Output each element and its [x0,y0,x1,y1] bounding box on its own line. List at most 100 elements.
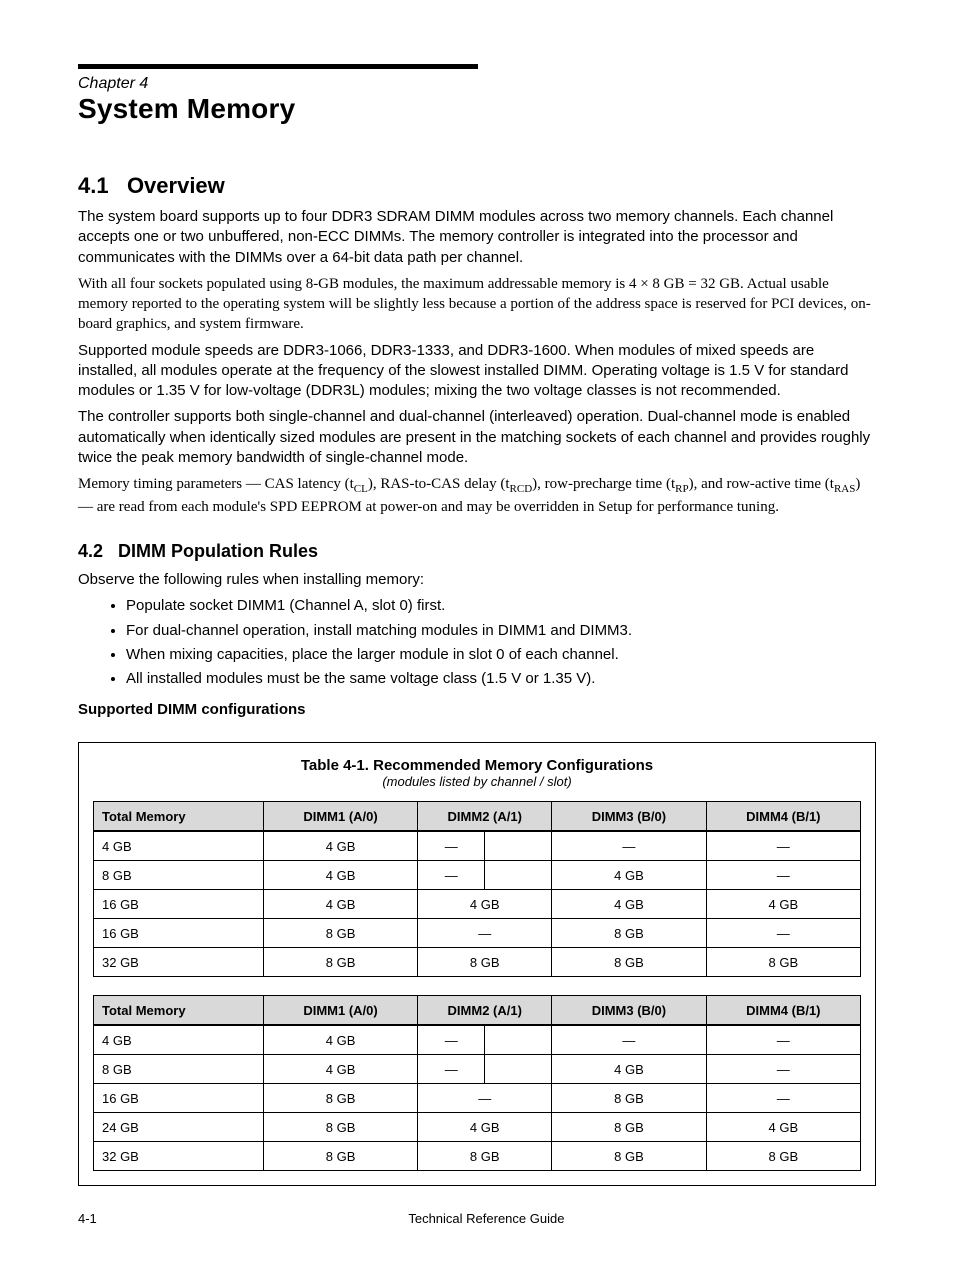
table-row: 16 GB8 GB—8 GB— [94,1084,861,1113]
table-cell [485,831,552,861]
table-title: Table 4-1. Recommended Memory Configurat… [93,757,861,774]
col-dimm1: DIMM1 (A/0) [263,996,417,1026]
table-cell: 4 GB [706,1113,860,1142]
para-math: With all four sockets populated using 8-… [78,274,876,335]
table-cell: — [706,861,860,890]
section-title: Overview [127,173,225,198]
table-cell: 4 GB [552,861,706,890]
para: Supported module speeds are DDR3-1066, D… [78,341,876,402]
col-dimm4: DIMM4 (B/1) [706,996,860,1026]
table-row: 8 GB4 GB—4 GB— [94,1055,861,1084]
col-dimm1: DIMM1 (A/0) [263,802,417,832]
col-dimm2: DIMM2 (A/1) [418,996,552,1026]
section-4-2-heading: 4.2 DIMM Population Rules [78,541,876,562]
table-row: 8 GB4 GB—4 GB— [94,861,861,890]
para: Memory timing parameters — CAS latency (… [78,474,876,517]
col-total: Total Memory [94,802,264,832]
config-table-lowvoltage: Total Memory DIMM1 (A/0) DIMM2 (A/1) DIM… [93,995,861,1171]
table-cell: — [418,861,485,890]
table-cell: — [706,919,860,948]
table-row: 4 GB4 GB——— [94,1025,861,1055]
table-cell: 8 GB [418,1142,552,1171]
table-cell: 8 GB [263,919,417,948]
table-cell: 4 GB [706,890,860,919]
table-cell: — [706,1084,860,1113]
config-table-standard: Total Memory DIMM1 (A/0) DIMM2 (A/1) DIM… [93,801,861,977]
table-cell: 4 GB [94,831,264,861]
table-row: 32 GB8 GB8 GB8 GB8 GB [94,948,861,977]
table-cell: 4 GB [418,890,552,919]
page-number: 4-1 [78,1211,97,1226]
table-cell: 4 GB [263,890,417,919]
table-cell: — [552,1025,706,1055]
table-cell [485,1055,552,1084]
table-cell: 24 GB [94,1113,264,1142]
col-dimm3: DIMM3 (B/0) [552,802,706,832]
col-dimm2: DIMM2 (A/1) [418,802,552,832]
table-cell: 4 GB [94,1025,264,1055]
col-dimm4: DIMM4 (B/1) [706,802,860,832]
table-row: 24 GB8 GB4 GB8 GB4 GB [94,1113,861,1142]
config-table-box: Table 4-1. Recommended Memory Configurat… [78,742,876,1186]
table-cell: 4 GB [263,1055,417,1084]
table-cell: 32 GB [94,1142,264,1171]
table-cell: — [706,831,860,861]
table-cell: — [706,1025,860,1055]
table-cell: — [418,1055,485,1084]
table-subtitle: (modules listed by channel / slot) [93,774,861,789]
section-number: 4.2 [78,541,103,561]
section-4-2-intro: Observe the following rules when install… [78,570,876,590]
para-text: With all four sockets populated using 8-… [78,276,871,333]
title-rule [78,64,478,69]
table-cell: 16 GB [94,919,264,948]
table-cell: — [706,1055,860,1084]
table-cell [485,861,552,890]
table-cell: 8 GB [552,948,706,977]
table-header-row: Total Memory DIMM1 (A/0) DIMM2 (A/1) DIM… [94,802,861,832]
table-cell: 32 GB [94,948,264,977]
table-cell: — [418,919,552,948]
table-cell: 8 GB [418,948,552,977]
page-footer: 4-1 Technical Reference Guide [78,1211,876,1226]
table-cell: 4 GB [263,831,417,861]
table-cell: 8 GB [552,1113,706,1142]
list-item: For dual-channel operation, install matc… [126,621,876,641]
table-cell: 4 GB [552,1055,706,1084]
table-cell: — [418,1084,552,1113]
table-row: 4 GB4 GB——— [94,831,861,861]
section-number: 4.1 [78,173,109,198]
table-cell: — [552,831,706,861]
table-cell: 8 GB [263,1084,417,1113]
page: Chapter 4 System Memory 4.1 Overview The… [0,0,954,1274]
table-cell: 4 GB [263,1025,417,1055]
col-total: Total Memory [94,996,264,1026]
chapter-label: Chapter 4 [78,75,876,93]
table-cell: 16 GB [94,1084,264,1113]
table-cell: 8 GB [263,1113,417,1142]
table-cell: 16 GB [94,890,264,919]
table-cell: 8 GB [552,919,706,948]
table-cell: 8 GB [94,1055,264,1084]
table-cell: 8 GB [552,1142,706,1171]
table-cell [485,1025,552,1055]
table-cell: 8 GB [94,861,264,890]
table-cell: — [418,1025,485,1055]
para: The system board supports up to four DDR… [78,207,876,268]
table-cell: 4 GB [552,890,706,919]
table-row: 32 GB8 GB8 GB8 GB8 GB [94,1142,861,1171]
table-cell: 8 GB [706,948,860,977]
table-cell: 8 GB [263,948,417,977]
table-cell: 8 GB [263,1142,417,1171]
col-dimm3: DIMM3 (B/0) [552,996,706,1026]
table-cell: 8 GB [552,1084,706,1113]
table-cell: 4 GB [263,861,417,890]
list-item: When mixing capacities, place the larger… [126,645,876,665]
section-title: DIMM Population Rules [118,541,318,561]
table-row: 16 GB8 GB—8 GB— [94,919,861,948]
table-header-row: Total Memory DIMM1 (A/0) DIMM2 (A/1) DIM… [94,996,861,1026]
table-row: 16 GB4 GB4 GB4 GB4 GB [94,890,861,919]
table-cell: 4 GB [418,1113,552,1142]
section-4-1-heading: 4.1 Overview [78,173,876,199]
population-rules-list: Populate socket DIMM1 (Channel A, slot 0… [78,596,876,689]
table-cell: — [418,831,485,861]
